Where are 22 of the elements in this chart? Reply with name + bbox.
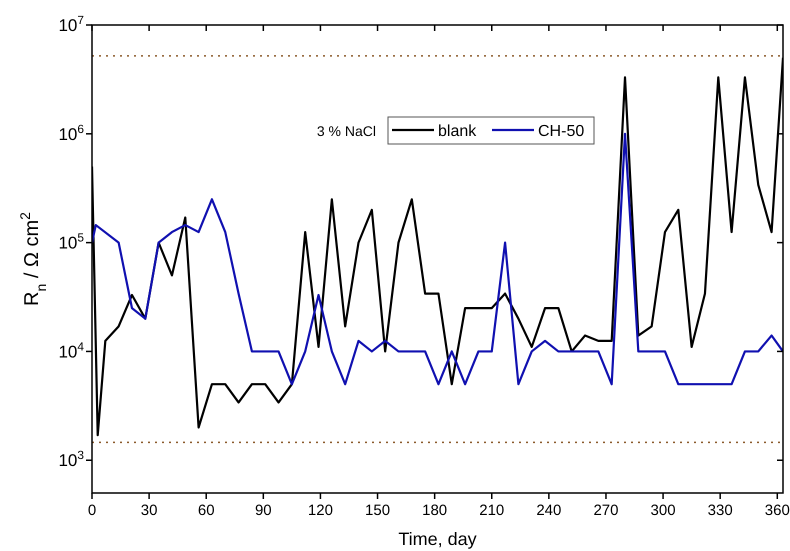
- y-tick-label: 10$^{7}$: [58, 13, 84, 35]
- y-tick-label: 10$^{6}$: [58, 122, 84, 144]
- x-tick-label: 240: [536, 502, 562, 519]
- x-tick-label: 360: [764, 502, 790, 519]
- y-tick-label: 10$^{4}$: [58, 339, 84, 362]
- y-tick-label: 10$^{3}$: [58, 448, 84, 470]
- x-tick-label: 90: [254, 502, 272, 519]
- x-tick-label: 210: [479, 502, 504, 519]
- legend-label: blank: [438, 123, 478, 140]
- x-tick-label: 330: [708, 502, 733, 519]
- x-tick-label: 120: [308, 502, 333, 519]
- y-tick-label: 10$^{5}$: [58, 230, 84, 253]
- x-tick-label: 300: [650, 502, 676, 519]
- x-tick-label: 180: [422, 502, 448, 519]
- x-tick-label: 150: [365, 502, 390, 519]
- annotation: 3 % NaCl: [316, 123, 376, 139]
- x-tick-label: 30: [140, 502, 158, 519]
- x-tick-label: 60: [198, 502, 215, 519]
- x-tick-label: 270: [593, 502, 618, 519]
- x-axis-title: Time, day: [398, 529, 477, 549]
- x-tick-label: 0: [88, 502, 96, 519]
- legend-label: CH-50: [538, 123, 584, 140]
